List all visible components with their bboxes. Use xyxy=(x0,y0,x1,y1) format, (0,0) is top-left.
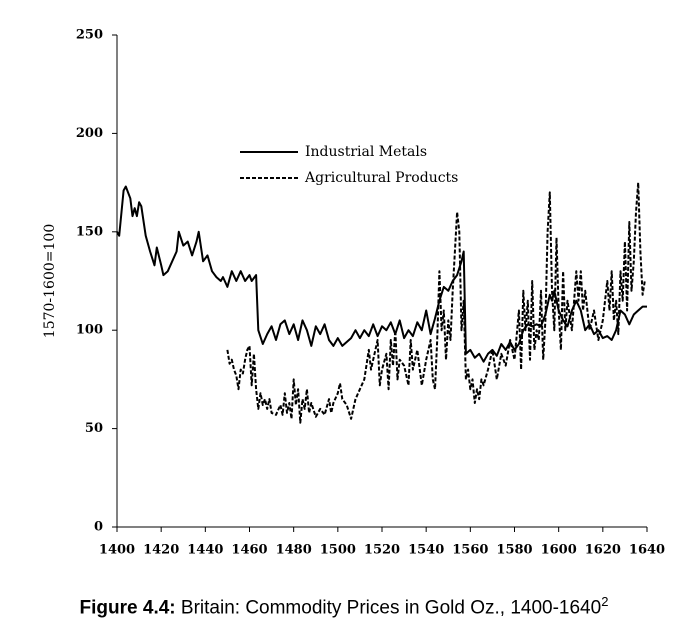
y-tick-label: 50 xyxy=(85,421,103,436)
x-tick-label: 1400 xyxy=(99,543,135,558)
caption-note: 2 xyxy=(601,594,609,609)
x-tick-label: 1600 xyxy=(541,543,577,558)
chart: 1570-1600=100 0 50 100 150 200 250 1400 1420 144… xyxy=(42,28,665,558)
legend-label: Industrial Metals xyxy=(305,144,427,160)
x-tick-label: 1460 xyxy=(231,543,267,558)
y-tick-label: 0 xyxy=(94,520,103,535)
data-line xyxy=(116,185,647,363)
x-tick-label: 1520 xyxy=(364,543,400,558)
y-tick-label: 150 xyxy=(76,224,103,239)
legend-label: Agricultural Products xyxy=(304,170,458,186)
x-tick-label: 1500 xyxy=(320,543,356,558)
x-tick-label: 1640 xyxy=(629,543,665,558)
x-tick-label: 1540 xyxy=(408,543,444,558)
y-tick-label: 200 xyxy=(76,126,103,141)
data-line xyxy=(226,181,646,424)
y-axis-label: 1570-1600=100 xyxy=(42,224,58,338)
y-tick-label: 250 xyxy=(76,28,103,43)
caption: Figure 4.4: Britain: Commodity Prices in… xyxy=(0,594,688,619)
caption-label: Figure 4.4: xyxy=(79,597,176,619)
caption-text: Britain: Commodity Prices in Gold Oz., 1… xyxy=(175,597,602,619)
x-tick-label: 1620 xyxy=(585,543,621,558)
x-tick-label: 1560 xyxy=(452,543,488,558)
x-tick-label: 1480 xyxy=(276,543,312,558)
y-tick-label: 100 xyxy=(76,323,103,338)
x-tick-label: 1440 xyxy=(187,543,223,558)
x-tick-label: 1580 xyxy=(496,543,532,558)
x-tick-label: 1420 xyxy=(143,543,179,558)
